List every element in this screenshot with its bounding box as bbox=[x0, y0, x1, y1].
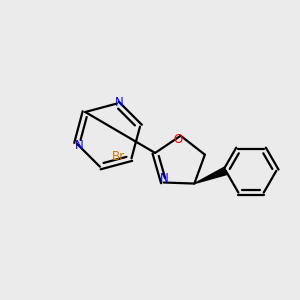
Text: N: N bbox=[74, 139, 83, 152]
Text: Br: Br bbox=[112, 150, 125, 163]
Text: N: N bbox=[160, 172, 169, 185]
Text: O: O bbox=[173, 133, 182, 146]
Text: N: N bbox=[115, 96, 123, 109]
Polygon shape bbox=[194, 167, 227, 184]
